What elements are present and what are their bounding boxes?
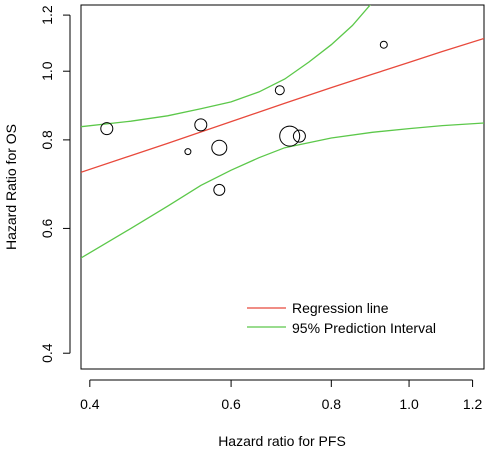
legend-label-prediction-interval: 95% Prediction Interval <box>292 320 436 336</box>
data-point <box>194 118 208 132</box>
prediction-interval-line <box>81 5 371 128</box>
data-point <box>213 183 226 196</box>
points-layer <box>100 40 388 196</box>
y-tick-label: 1.0 <box>39 61 55 81</box>
data-point <box>274 85 285 96</box>
data-point <box>279 125 301 147</box>
curves-layer <box>81 5 484 259</box>
data-point <box>184 148 192 156</box>
legend-label-regression: Regression line <box>292 300 389 316</box>
x-tick-label: 1.0 <box>399 396 419 412</box>
x-axis-title: Hazard ratio for PFS <box>218 433 346 449</box>
y-tick-label: 1.2 <box>39 5 55 25</box>
y-axis: 0.4 0.6 0.8 1.0 1.2 <box>39 5 71 363</box>
x-axis: 0.4 0.6 0.8 1.0 1.2 <box>80 379 483 412</box>
x-tick-label: 0.8 <box>322 396 342 412</box>
x-tick-label: 0.4 <box>80 396 100 412</box>
data-point <box>100 122 114 136</box>
regression-line <box>81 37 484 173</box>
x-tick-label: 0.6 <box>221 396 241 412</box>
legend: Regression line 95% Prediction Interval <box>247 300 436 336</box>
y-tick-label: 0.6 <box>39 218 55 238</box>
y-tick-label: 0.8 <box>39 130 55 150</box>
y-axis-title: Hazard Ratio for OS <box>3 124 19 250</box>
plot-frame <box>80 4 485 370</box>
prediction-interval-line <box>81 122 484 259</box>
data-point <box>211 139 228 156</box>
x-tick-label: 1.2 <box>463 396 483 412</box>
data-point <box>379 40 388 49</box>
data-point <box>292 129 306 143</box>
y-tick-label: 0.4 <box>39 343 55 363</box>
